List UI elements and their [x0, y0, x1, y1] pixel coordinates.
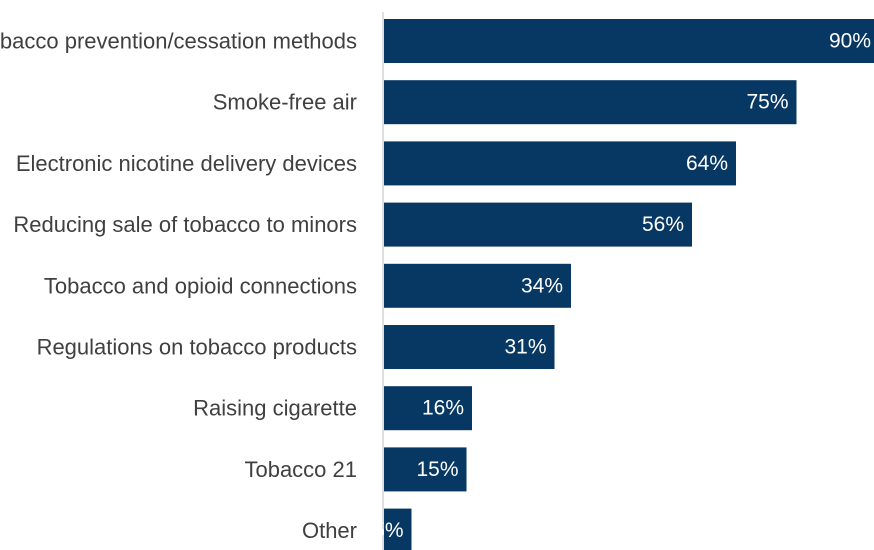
value-label-6: 31% — [504, 336, 546, 359]
bar-4 — [384, 202, 692, 247]
bar-8 — [384, 447, 467, 492]
value-labels-group: 90% 75% 64% 56% 34% 31% 16% 15% 5% — [373, 30, 871, 543]
bar-6 — [384, 325, 555, 369]
bars-group — [384, 19, 874, 550]
category-label-1: Tobacco prevention/cessation methods — [0, 29, 357, 54]
category-label-3: Electronic nicotine delivery devices — [16, 151, 357, 176]
category-label-4: Reducing sale of tobacco to minors — [13, 212, 357, 237]
bar-9 — [384, 508, 412, 550]
category-label-8: Tobacco 21 — [244, 457, 357, 482]
bar-7 — [384, 386, 472, 431]
bar-1 — [384, 19, 874, 63]
value-label-5: 34% — [521, 274, 563, 297]
category-label-2: Smoke-free air — [213, 90, 357, 115]
category-labels-group: Tobacco prevention/cessation methods Smok… — [0, 29, 357, 544]
bar-2 — [384, 80, 797, 125]
value-label-4: 56% — [642, 213, 684, 236]
value-label-1: 90% — [829, 30, 871, 53]
value-label-9: 5% — [373, 519, 403, 542]
value-label-3: 64% — [686, 152, 728, 175]
value-label-2: 75% — [746, 91, 788, 114]
bar-3 — [384, 141, 736, 186]
category-label-7: Raising cigarette — [193, 396, 357, 421]
category-label-9: Other — [302, 518, 357, 543]
bar-5 — [384, 263, 571, 308]
value-label-8: 15% — [416, 458, 458, 481]
value-label-7: 16% — [422, 397, 464, 420]
category-label-5: Tobacco and opioid connections — [44, 273, 357, 298]
category-label-6: Regulations on tobacco products — [37, 335, 357, 360]
